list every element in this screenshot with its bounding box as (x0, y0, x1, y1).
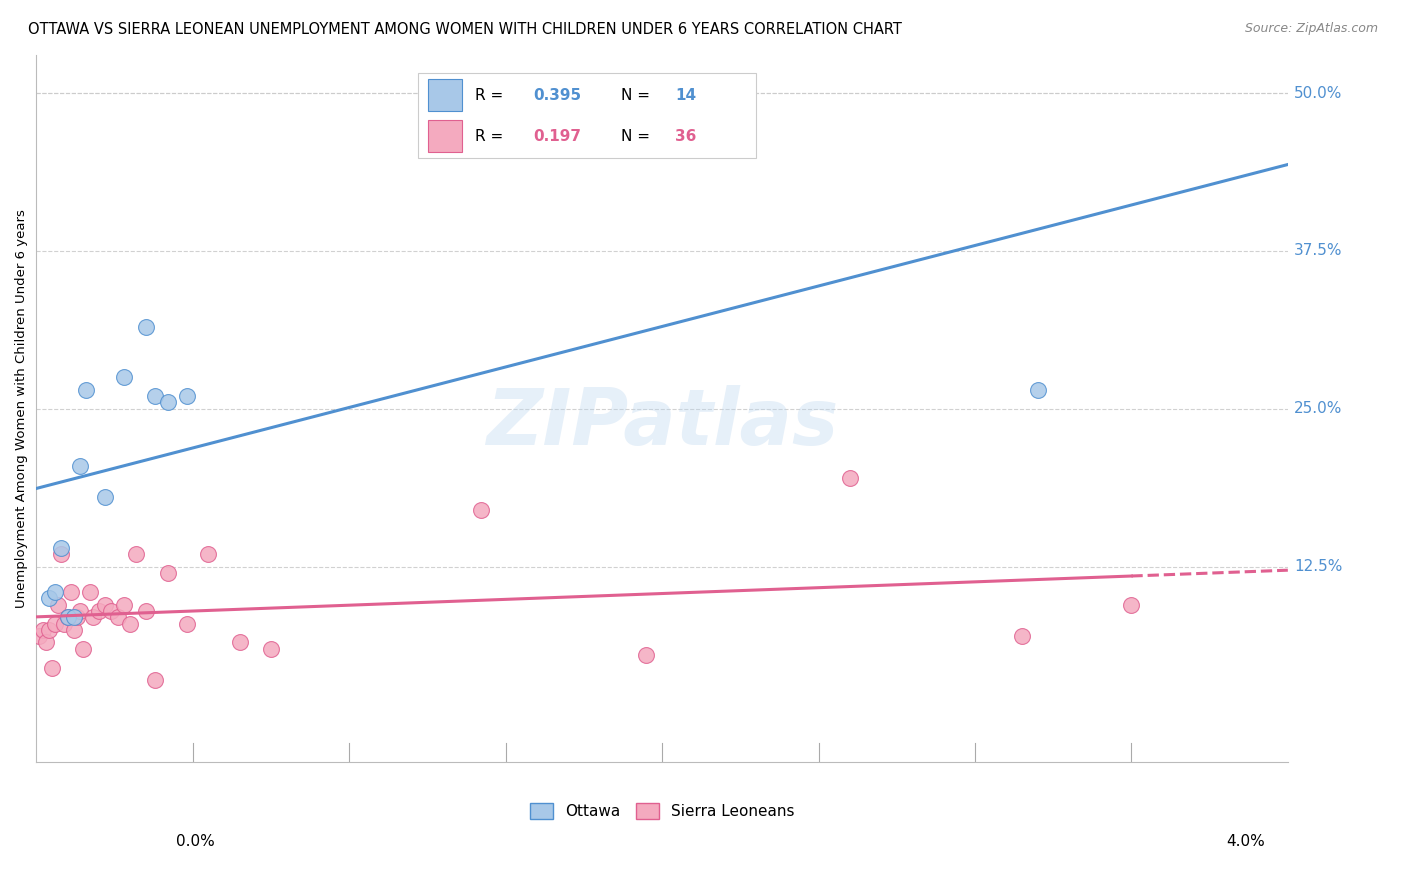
Point (59, 585, 82, 599)
Point (112, 598, 135, 612)
Point (94, 598, 117, 612)
Y-axis label: Unemployment Among Women with Children Under 6 years: Unemployment Among Women with Children U… (15, 210, 28, 608)
Point (31, 623, 53, 637)
Point (53, 616, 76, 631)
Point (82, 610, 104, 624)
Point (56, 610, 79, 624)
Text: 50.0%: 50.0% (1294, 86, 1343, 101)
Point (44, 585, 66, 599)
Point (143, 673, 166, 688)
Text: 25.0%: 25.0% (1294, 401, 1343, 417)
Text: Source: ZipAtlas.com: Source: ZipAtlas.com (1244, 22, 1378, 36)
Point (100, 604, 122, 618)
Point (838, 471, 860, 485)
Point (1026, 383, 1049, 397)
Point (470, 503, 492, 517)
Point (38, 591, 60, 606)
Point (125, 547, 148, 561)
Point (28, 629, 51, 643)
Point (112, 370, 135, 384)
Text: ZIPatlas: ZIPatlas (486, 385, 838, 461)
Point (79, 585, 101, 599)
Point (46, 598, 69, 612)
Point (120, 616, 142, 631)
Point (87, 604, 110, 618)
Point (135, 319, 157, 334)
Point (51, 547, 73, 561)
Point (63, 610, 86, 624)
Point (636, 648, 658, 662)
Point (63, 623, 86, 637)
Point (69, 458, 91, 473)
Point (197, 547, 219, 561)
Point (510, 92, 533, 106)
Point (51, 541, 73, 555)
Point (260, 641, 283, 656)
Text: 0.0%: 0.0% (176, 834, 215, 849)
Point (69, 604, 91, 618)
Text: 37.5%: 37.5% (1294, 244, 1343, 259)
Point (94, 490, 117, 504)
Point (38, 623, 60, 637)
Point (1121, 598, 1143, 612)
Point (176, 616, 198, 631)
Point (143, 389, 166, 403)
Point (156, 395, 179, 409)
Text: 12.5%: 12.5% (1294, 559, 1343, 574)
Text: 4.0%: 4.0% (1226, 834, 1265, 849)
Point (75, 383, 97, 397)
Text: OTTAWA VS SIERRA LEONEAN UNEMPLOYMENT AMONG WOMEN WITH CHILDREN UNDER 6 YEARS CO: OTTAWA VS SIERRA LEONEAN UNEMPLOYMENT AM… (28, 22, 903, 37)
Point (228, 635, 250, 649)
Point (1011, 629, 1033, 643)
Point (41, 661, 63, 675)
Point (56, 610, 79, 624)
Point (35, 635, 58, 649)
Point (66, 610, 89, 624)
Point (44, 616, 66, 631)
Point (135, 604, 157, 618)
Legend: Ottawa, Sierra Leoneans: Ottawa, Sierra Leoneans (524, 797, 800, 825)
Point (107, 610, 129, 624)
Point (72, 641, 94, 656)
Point (176, 389, 198, 403)
Point (156, 566, 179, 580)
